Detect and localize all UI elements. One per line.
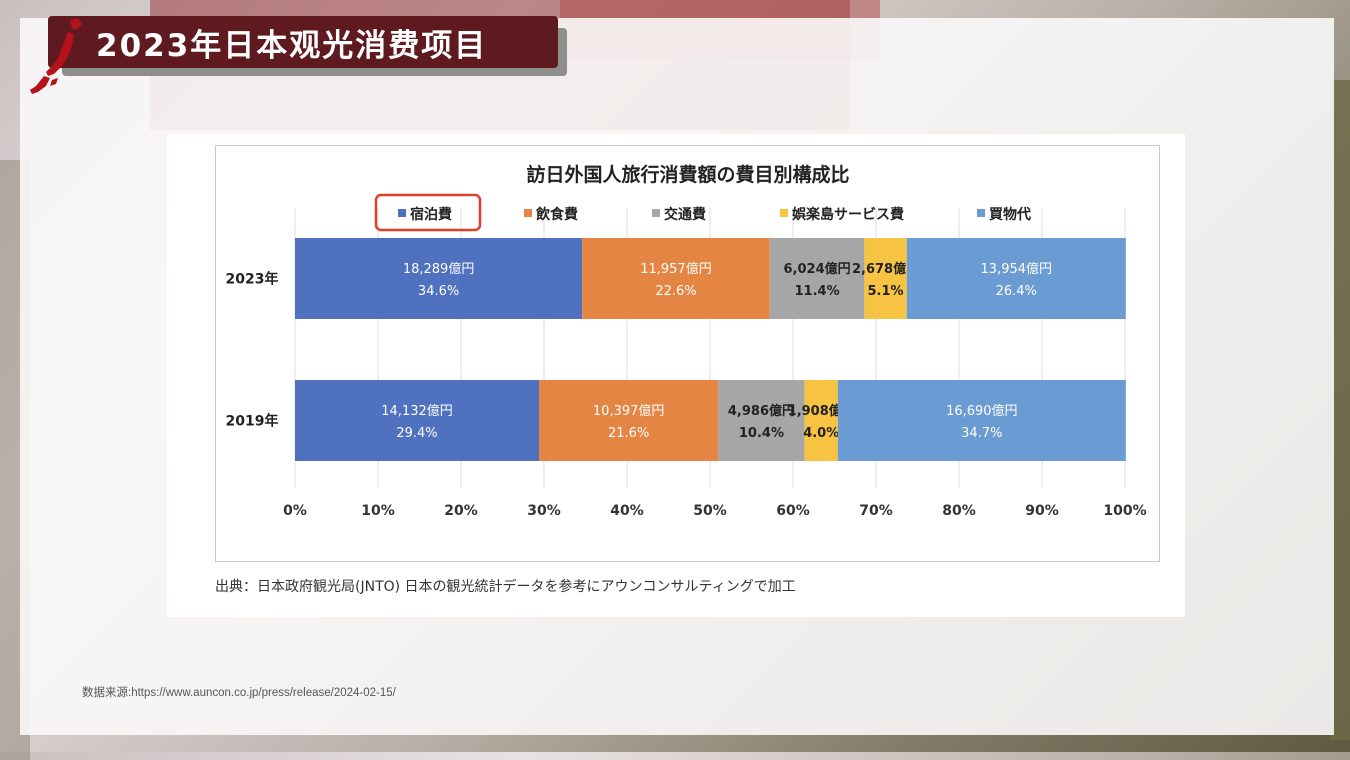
legend-label: 買物代 (989, 206, 1031, 223)
x-tick-label: 40% (610, 503, 644, 519)
x-tick-label: 30% (527, 503, 561, 519)
data-label-percent: 29.4% (396, 426, 437, 441)
data-source: 数据来源:https://www.auncon.co.jp/press/rele… (82, 687, 396, 699)
data-label-amount: 10,397億円 (593, 403, 665, 419)
legend-item: 宿泊費 (374, 193, 482, 232)
bar-segment (837, 380, 1126, 461)
legend-label: 飲食費 (535, 206, 578, 223)
x-tick-label: 60% (776, 503, 810, 519)
legend-label: 娯楽島サービス費 (792, 206, 904, 223)
category-label: 2019年 (226, 413, 279, 430)
chart-title: 訪日外国人旅行消費額の費目別構成比 (526, 163, 849, 186)
data-label-percent: 11.4% (795, 284, 840, 299)
legend-highlight-box (374, 193, 482, 232)
legend-label: 宿泊費 (410, 206, 452, 223)
x-tick-label: 0% (283, 503, 307, 519)
data-label-amount: 14,132億円 (381, 403, 453, 419)
bar-segment (769, 238, 865, 319)
legend-item: 娯楽島サービス費 (780, 206, 904, 223)
data-label-percent: 5.1% (868, 284, 904, 299)
bar-segment (718, 380, 805, 461)
data-label-amount: 2,678億円 (852, 261, 919, 277)
y-axis-categories: 2023年 2019年 (226, 271, 279, 430)
legend-swatch (977, 209, 985, 217)
data-label-percent: 21.6% (608, 426, 649, 441)
data-label-percent: 4.0% (803, 426, 839, 441)
data-label-amount: 4,986億円 (728, 403, 795, 419)
bar-segment (906, 238, 1126, 319)
data-label-amount: 6,024億円 (784, 261, 851, 277)
japan-map-icon (30, 18, 82, 94)
bar-segment (295, 238, 583, 319)
data-label-amount: 13,954億円 (981, 261, 1053, 277)
title-banner: 2023年日本观光消费项目 (48, 16, 558, 68)
x-tick-label: 100% (1103, 503, 1146, 519)
chart-caption: 出典：日本政府観光局(JNTO) 日本の観光統計データを参考にアウンコンサルティ… (215, 579, 796, 595)
data-label-amount: 18,289億円 (403, 261, 475, 277)
x-tick-label: 80% (942, 503, 976, 519)
legend-swatch (652, 209, 660, 217)
legend: 宿泊費 飲食費 交通費 娯楽島サービス費 買物代 (374, 193, 1031, 232)
legend-label: 交通費 (664, 206, 706, 223)
bar-segment (804, 380, 838, 461)
data-label-percent: 26.4% (996, 284, 1037, 299)
x-axis-ticks: 0% 10% 20% 30% 40% 50% 60% 70% 80% 90% 100% (283, 503, 1147, 519)
bars: 18,289億円 34.6% 11,957億円 22.6% 6,024億円 11.4% 2,… (295, 238, 1126, 461)
background-foliage-right (1330, 80, 1350, 740)
x-tick-label: 10% (361, 503, 395, 519)
legend-swatch (780, 209, 788, 217)
data-label-percent: 22.6% (655, 284, 696, 299)
data-label-percent: 34.6% (418, 284, 459, 299)
slide-title: 2023年日本观光消费项目 (96, 27, 488, 64)
legend-item: 交通費 (652, 206, 706, 223)
legend-swatch (524, 209, 532, 217)
data-label-amount: 11,957億円 (640, 261, 712, 277)
x-tick-label: 70% (859, 503, 893, 519)
x-tick-label: 20% (444, 503, 478, 519)
chart-card (167, 134, 1185, 617)
legend-swatch (398, 209, 406, 217)
legend-item: 飲食費 (524, 206, 578, 223)
category-label: 2023年 (226, 271, 279, 288)
bar-segment (539, 380, 719, 461)
bar-segment (582, 238, 770, 319)
x-tick-label: 90% (1025, 503, 1059, 519)
data-label-amount: 16,690億円 (946, 403, 1018, 419)
x-tick-label: 50% (693, 503, 727, 519)
data-label-percent: 10.4% (739, 426, 784, 441)
bar-segment (864, 238, 907, 319)
bar-segment (295, 380, 540, 461)
data-label-percent: 34.7% (961, 426, 1002, 441)
legend-item: 買物代 (977, 206, 1031, 223)
chart-frame (215, 145, 1160, 562)
